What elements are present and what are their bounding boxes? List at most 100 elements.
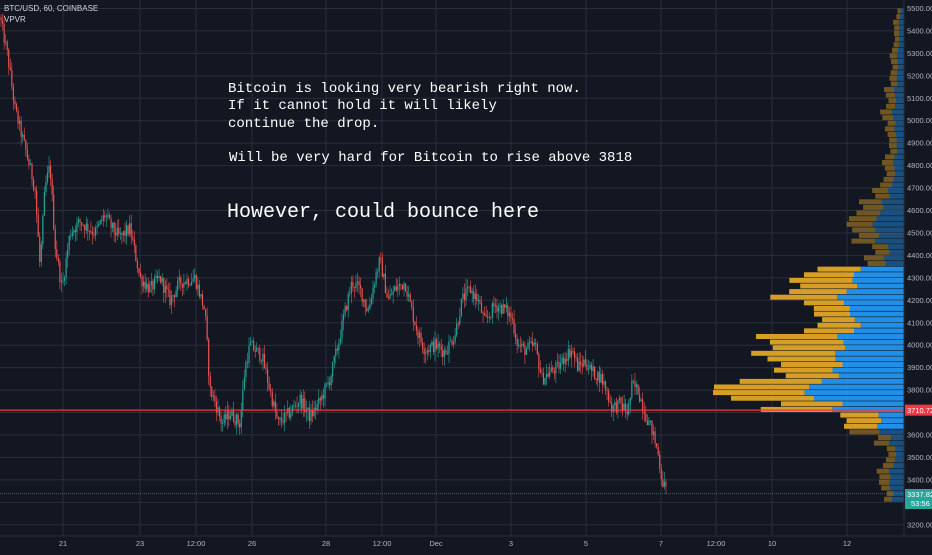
candle-body xyxy=(11,69,13,87)
vp-bar-down xyxy=(893,160,904,166)
candle-body xyxy=(60,281,63,283)
candle-body xyxy=(130,223,132,237)
candle-body xyxy=(403,283,405,290)
candle-body xyxy=(324,384,326,399)
vp-bar-up xyxy=(885,92,895,98)
symbol-header[interactable]: BTC/USD, 60, COINBASE xyxy=(4,4,99,13)
candle-body xyxy=(592,366,594,372)
vp-bar-down xyxy=(896,98,904,104)
y-tick-label: 5300.00 xyxy=(907,49,932,58)
candle-body xyxy=(515,333,517,339)
candle-body xyxy=(440,346,442,351)
vp-bar-up xyxy=(889,143,897,149)
candle-body xyxy=(417,330,419,338)
candle-body xyxy=(608,390,610,402)
vp-bar-up xyxy=(772,345,845,351)
y-tick-label: 5100.00 xyxy=(907,94,932,103)
vp-bar-down xyxy=(877,423,904,429)
vp-bar-down xyxy=(881,418,904,424)
candle-body xyxy=(208,339,210,376)
candle-body xyxy=(654,431,656,444)
vp-bar-down xyxy=(883,204,904,210)
candle-body xyxy=(584,359,586,365)
annotation-line-3: continue the drop. xyxy=(228,116,379,132)
y-tick-label: 4600.00 xyxy=(907,206,932,215)
vp-bar-down xyxy=(835,350,904,356)
annotation-line-5: However, could bounce here xyxy=(227,201,539,224)
candle-body xyxy=(665,481,667,487)
vp-bar-down xyxy=(872,221,904,227)
candle-body xyxy=(77,219,80,223)
vp-bar-up xyxy=(880,109,893,115)
vp-bar-up xyxy=(893,42,899,48)
candle-body xyxy=(522,343,524,345)
vp-bar-up xyxy=(872,188,889,194)
candle-body xyxy=(262,354,264,362)
candle-body xyxy=(648,420,650,426)
vp-bar-down xyxy=(892,496,904,502)
candle-body xyxy=(260,360,262,362)
vp-bar-down xyxy=(894,126,904,132)
candle-body xyxy=(201,294,204,306)
vp-bar-down xyxy=(890,485,904,491)
candle-body xyxy=(141,276,143,287)
candle-body xyxy=(501,305,503,314)
candle-body xyxy=(346,305,348,311)
annotation-line-1: Bitcoin is looking very bearish right no… xyxy=(228,81,581,97)
candle-body xyxy=(476,293,478,302)
candle-body xyxy=(601,374,603,385)
candle-body xyxy=(211,386,213,397)
candle-body xyxy=(256,347,258,352)
candle-body xyxy=(144,281,146,289)
candle-body xyxy=(618,397,621,400)
candle-body xyxy=(400,284,402,285)
candle-body xyxy=(197,284,199,289)
candle-body xyxy=(355,282,357,289)
price-tags: 3710.72 3337.82 53:56 xyxy=(905,404,932,509)
y-tick-label: 5500.00 xyxy=(907,4,932,13)
vp-bar-down xyxy=(838,373,904,379)
candle-body xyxy=(435,339,438,349)
candle-body xyxy=(91,231,94,235)
vp-bar-up xyxy=(896,14,901,20)
vp-bar-down xyxy=(821,378,904,384)
candle-body xyxy=(156,275,159,279)
vp-bar-up xyxy=(882,115,894,121)
candle-body xyxy=(304,398,306,413)
candle-body xyxy=(594,366,596,380)
vp-bar-up xyxy=(894,30,899,36)
candle-body xyxy=(20,120,22,137)
candle-body xyxy=(82,225,84,226)
candle-body xyxy=(386,293,388,298)
candle-body xyxy=(518,344,520,346)
candle-body xyxy=(448,341,450,354)
indicator-label[interactable]: VPVR xyxy=(4,15,26,24)
vp-bar-up xyxy=(879,479,889,485)
candle-body xyxy=(251,341,253,343)
candle-body xyxy=(119,233,121,235)
candle-body xyxy=(62,280,64,282)
candle-body xyxy=(268,382,270,390)
candle-body xyxy=(279,417,281,420)
candle-body xyxy=(29,163,32,166)
time-axis[interactable]: 21 23 12:00 26 28 12:00 Dec 3 5 7 12:00 10 12 xyxy=(59,539,851,548)
candle-body xyxy=(146,283,148,289)
candle-body xyxy=(203,305,205,310)
candle-body xyxy=(164,285,166,293)
vp-bar-down xyxy=(897,81,904,87)
candle-body xyxy=(513,319,515,334)
candle-body xyxy=(338,342,340,351)
y-tick-label: 4000.00 xyxy=(907,341,932,350)
vp-bar-up xyxy=(817,266,861,272)
vp-bar-up xyxy=(884,165,895,171)
candle-body xyxy=(313,407,315,416)
vp-bar-up xyxy=(894,36,900,42)
candle-body xyxy=(629,397,631,405)
candle-body xyxy=(184,282,187,284)
candle-body xyxy=(40,244,42,262)
candle-body xyxy=(3,23,5,43)
candle-body xyxy=(561,357,563,364)
candle-body xyxy=(401,284,404,290)
